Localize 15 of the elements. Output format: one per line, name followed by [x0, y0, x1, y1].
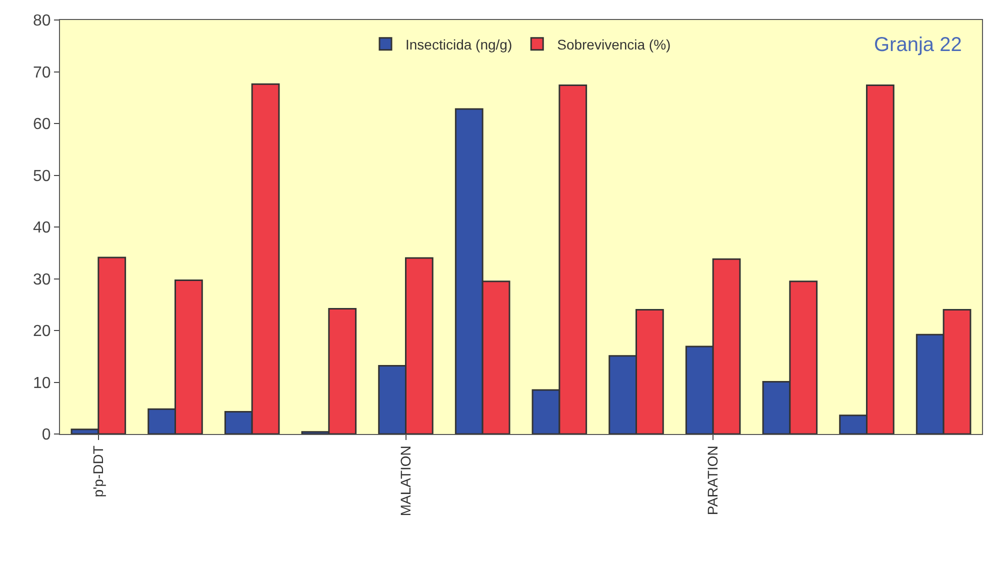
x-tick-label: p'p-DDT [90, 445, 106, 498]
y-tick-label: 70 [33, 64, 51, 82]
legend-label: Sobrevivencia (%) [557, 36, 671, 52]
y-tick-label: 50 [33, 168, 51, 185]
annotation: Granja 22 [874, 34, 962, 56]
x-tick-label: PARATION [704, 446, 721, 516]
legend-label: Insecticida (ng/g) [406, 36, 512, 52]
y-tick-label: 40 [33, 220, 51, 237]
y-tick-label: 0 [42, 426, 51, 444]
x-tick-label: MALATION [397, 446, 414, 516]
y-tick-label: 20 [33, 323, 51, 340]
y-tick-label: 10 [33, 374, 51, 392]
y-tick-label: 80 [33, 12, 51, 30]
y-tick-label: 60 [33, 116, 51, 134]
y-tick-label: 30 [33, 271, 51, 288]
